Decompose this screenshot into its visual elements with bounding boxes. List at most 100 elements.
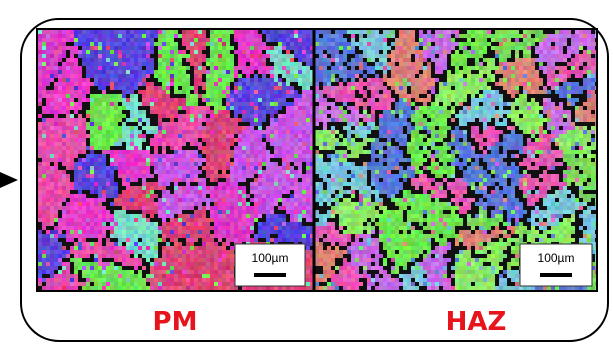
grain-pixel: [302, 94, 306, 98]
grain-pixel: [154, 258, 158, 262]
grain-pixel: [274, 182, 278, 186]
grain-pixel: [202, 166, 206, 170]
grain-pixel: [226, 186, 230, 190]
grain-pixel: [206, 134, 210, 138]
grain-pixel: [206, 94, 210, 98]
grain-pixel: [130, 158, 134, 162]
grain-pixel: [90, 114, 94, 118]
grain-pixel: [154, 218, 158, 222]
grain-pixel: [54, 130, 58, 134]
grain-pixel: [70, 166, 74, 170]
grain-pixel: [74, 138, 78, 142]
grain-pixel: [575, 38, 579, 42]
grain-pixel: [202, 254, 206, 258]
grain-pixel: [463, 54, 467, 58]
grain-pixel: [66, 70, 70, 74]
grain-pixel: [150, 82, 154, 86]
grain-pixel: [555, 34, 559, 38]
grain-pixel: [54, 286, 58, 290]
grain-pixel: [306, 58, 310, 62]
grain-pixel: [118, 254, 122, 258]
grain-pixel: [246, 238, 250, 242]
grain-pixel: [110, 286, 114, 290]
grain-pixel: [190, 98, 194, 102]
grain-pixel: [46, 278, 50, 282]
grain-pixel: [547, 38, 551, 42]
grain-pixel: [270, 182, 274, 186]
grain-pixel: [74, 162, 78, 166]
grain-pixel: [575, 34, 579, 38]
grain-pixel: [214, 274, 218, 278]
grain-pixel: [74, 158, 78, 162]
grain-pixel: [230, 218, 234, 222]
grain-pixel: [42, 34, 46, 38]
grain-pixel: [282, 58, 286, 62]
grain-pixel: [210, 146, 214, 150]
grain-pixel: [98, 190, 102, 194]
grain-pixel: [130, 162, 134, 166]
grain-pixel: [126, 266, 130, 270]
grain-pixel: [278, 38, 282, 42]
grain-pixel: [306, 186, 310, 190]
grain-pixel: [198, 274, 202, 278]
grain-pixel: [202, 74, 206, 78]
grain-pixel: [198, 98, 202, 102]
grain-pixel: [106, 234, 110, 238]
grain-pixel: [278, 34, 282, 38]
grain-pixel: [194, 222, 198, 226]
grain-pixel: [254, 86, 258, 90]
grain-pixel: [282, 110, 286, 114]
grain-pixel: [70, 182, 74, 186]
grain-pixel: [218, 142, 222, 146]
grain-pixel: [50, 114, 54, 118]
grain-pixel: [82, 210, 86, 214]
grain-pixel: [66, 270, 70, 274]
grain-pixel: [122, 74, 126, 78]
grain-pixel: [46, 174, 50, 178]
grain-pixel: [126, 146, 130, 150]
grain-pixel: [282, 38, 286, 42]
grain-pixel: [146, 134, 150, 138]
grain-pixel: [222, 162, 226, 166]
grain-pixel: [270, 102, 274, 106]
grain-pixel: [134, 250, 138, 254]
grain-pixel: [266, 214, 270, 218]
grain-pixel: [238, 158, 242, 162]
grain-pixel: [134, 46, 138, 50]
grain-pixel: [98, 42, 102, 46]
grain-pixel: [214, 62, 218, 66]
grain-pixel: [515, 30, 519, 34]
grain-pixel: [178, 106, 182, 110]
grain-pixel: [226, 230, 230, 234]
grain-pixel: [174, 286, 178, 290]
grain-pixel: [202, 210, 206, 214]
grain-pixel: [78, 150, 82, 154]
grain-pixel: [262, 126, 266, 130]
grain-pixel: [266, 130, 270, 134]
grain-pixel: [242, 166, 246, 170]
grain-pixel: [286, 182, 290, 186]
grain-pixel: [202, 226, 206, 230]
grain-pixel: [298, 126, 302, 130]
grain-pixel: [162, 42, 166, 46]
grain-pixel: [254, 182, 258, 186]
grain-pixel: [190, 266, 194, 270]
grain-pixel: [42, 170, 46, 174]
grain-pixel: [38, 234, 42, 238]
grain-pixel: [110, 242, 114, 246]
grain-pixel: [146, 90, 150, 94]
grain-pixel: [511, 46, 515, 50]
grain-pixel: [242, 214, 246, 218]
grain-pixel: [431, 42, 435, 46]
grain-pixel: [218, 274, 222, 278]
grain-pixel: [130, 186, 134, 190]
grain-pixel: [66, 114, 70, 118]
grain-pixel: [559, 54, 563, 58]
grain-pixel: [323, 46, 327, 50]
grain-pixel: [98, 94, 102, 98]
grain-pixel: [467, 50, 471, 54]
grain-pixel: [226, 58, 230, 62]
grain-pixel: [222, 82, 226, 86]
grain-pixel: [66, 122, 70, 126]
grain-pixel: [70, 130, 74, 134]
